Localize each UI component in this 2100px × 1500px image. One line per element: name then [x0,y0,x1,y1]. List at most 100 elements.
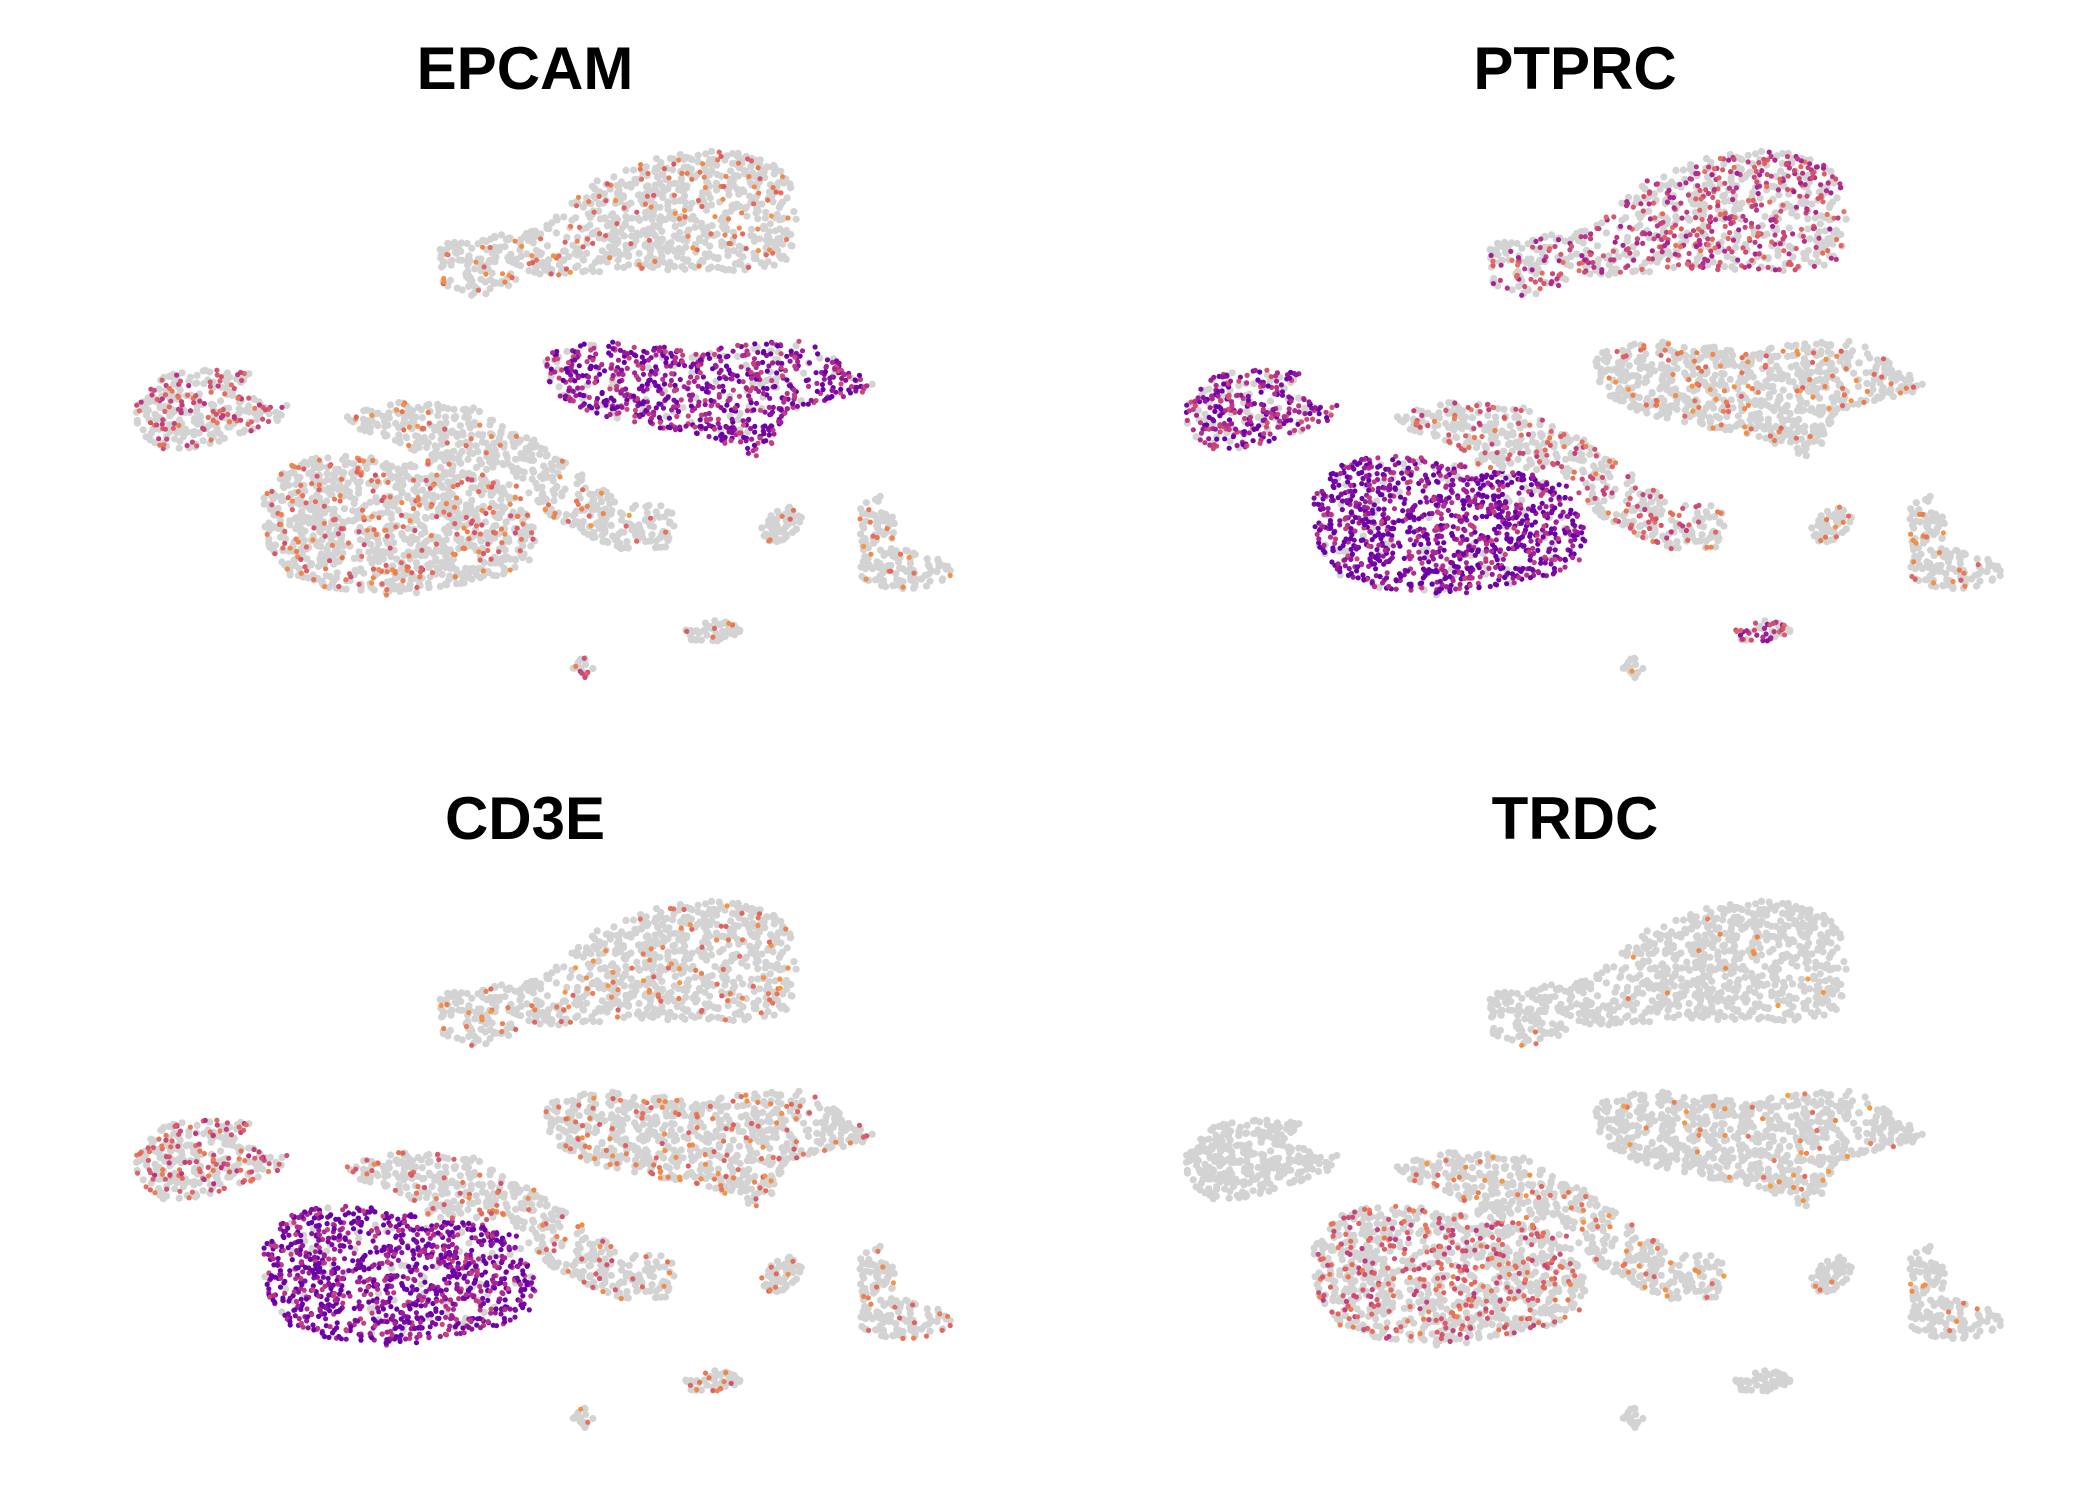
expressing-cell-point [751,201,757,207]
cell-point [181,425,190,433]
cell-point [1622,214,1630,222]
cell-point [713,183,721,191]
cell-point [698,256,706,264]
cell-point [649,230,657,238]
cell-point [526,442,534,450]
expressing-cell-point [1684,261,1690,267]
expressing-cell-point [1742,224,1748,230]
cell-point [469,404,478,412]
cell-point [410,446,418,454]
cell-point [496,244,504,253]
expressing-cell-point [743,385,749,391]
expressing-cell-point [329,542,335,548]
expressing-cell-point [545,502,552,508]
expressing-cell-point [1751,164,1758,170]
expressing-cell-point [1791,189,1797,195]
expressing-cell-point [356,529,362,535]
cell-point [417,552,425,560]
cell-point [647,213,655,221]
cluster-right-group [758,503,805,546]
cell-point [597,257,605,265]
expressing-cell-point [159,377,165,383]
expressing-cell-point [168,398,174,404]
expressing-cell-point [461,525,467,531]
expressing-cell-point [1775,187,1781,193]
expressing-cell-point [736,378,742,384]
cell-point [607,521,615,530]
cell-point [456,458,464,466]
expressing-cell-point [753,400,760,406]
expressing-cell-point [736,430,742,436]
expressing-cell-point [406,442,412,448]
expressing-cell-point [770,185,776,191]
expressing-cell-point [191,400,197,406]
expressing-cell-point [607,386,613,392]
cell-point [228,391,237,399]
expressing-cell-point [751,442,758,448]
expressing-cell-point [824,357,831,363]
expressing-cell-point [594,410,600,416]
expressing-cell-point [768,213,774,219]
cell-point [595,268,604,276]
expressing-cell-point [638,162,644,168]
expressing-cell-point [226,419,233,425]
expressing-cell-point [767,537,773,543]
cell-point [139,426,147,434]
expressing-cell-point [708,397,714,404]
expressing-cell-point [1755,230,1761,236]
expressing-cell-point [384,569,390,575]
cell-point [629,504,637,512]
cell-point [424,439,432,447]
expressing-cell-point [428,533,434,539]
cell-point [731,171,739,180]
expressing-cell-point [570,398,576,404]
cell-point [525,267,533,275]
expressing-cell-point [723,376,729,382]
expressing-cell-point [178,399,185,405]
expressing-cell-point [459,479,465,485]
cell-point [280,483,288,492]
expressing-cell-point [248,419,255,425]
expressing-cell-point [735,342,741,348]
expressing-cell-point [201,401,207,407]
expressing-cell-point [751,361,757,367]
expressing-cell-point [724,424,730,431]
cell-point [497,429,505,437]
expressing-cell-point [421,425,427,432]
cell-point [869,510,877,518]
expressing-cell-point [1698,196,1704,202]
expressing-cell-point [512,238,518,244]
cell-point [642,163,650,171]
expressing-cell-point [827,380,833,386]
expressing-cell-point [685,413,691,419]
cell-point [699,188,707,197]
expressing-cell-point [480,568,486,574]
expressing-cell-point [621,205,627,211]
expressing-cell-point [568,223,574,229]
cell-point [664,202,672,210]
expressing-cell-point [1705,190,1712,197]
cell-point [656,179,664,187]
cell-point [446,572,454,580]
cell-point [644,225,653,233]
cell-point [501,546,509,554]
expressing-cell-point [1697,207,1703,213]
expressing-cell-point [345,540,352,546]
expressing-cell-point [477,557,483,563]
expressing-cell-point [1618,223,1624,229]
expressing-cell-point [468,436,474,442]
expressing-cell-point [619,404,625,410]
cell-point [156,404,164,412]
expressing-cell-point [813,398,819,404]
expressing-cell-point [838,381,844,387]
cell-point [1607,267,1615,276]
expressing-cell-point [1809,175,1815,181]
expressing-cell-point [533,257,540,263]
expressing-cell-point [661,344,667,350]
expressing-cell-point [1646,256,1652,262]
cell-point [572,214,580,222]
expressing-cell-point [613,368,619,374]
cell-point [368,559,376,567]
expressing-cell-point [434,514,440,520]
expressing-cell-point [593,375,599,381]
